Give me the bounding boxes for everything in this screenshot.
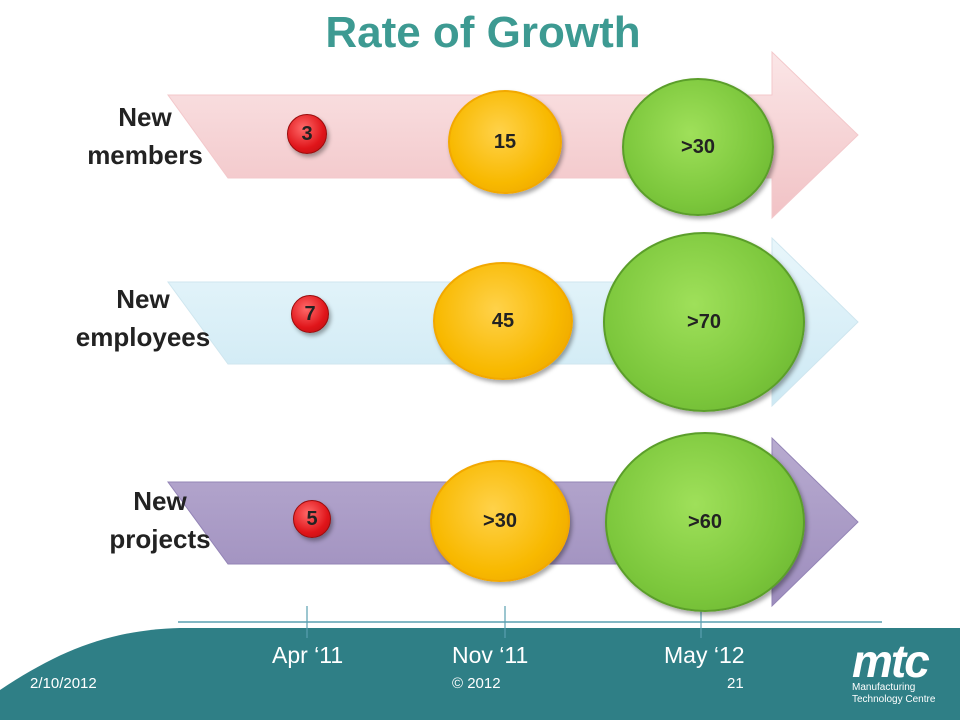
slide-title: Rate of Growth — [325, 8, 641, 57]
employees-nov-bubble: 45 — [433, 262, 573, 380]
projects-apr-bubble: 5 — [293, 500, 331, 538]
employees-may-bubble: >70 — [603, 232, 805, 412]
employees-apr-bubble: 7 — [291, 295, 329, 333]
row-label-line: New — [133, 486, 187, 516]
timeline-label-apr: Apr ‘11 — [272, 642, 344, 668]
projects-nov-bubble: >30 — [430, 460, 570, 582]
members-apr-bubble: 3 — [287, 114, 327, 154]
row-label-employees: New employees — [53, 280, 233, 356]
footer-copyright: © 2012 — [452, 675, 501, 692]
timeline-label-nov: Nov ‘11 — [452, 642, 529, 668]
row-label-line: New — [118, 102, 172, 132]
footer-page-number: 21 — [727, 675, 744, 692]
row-label-projects: New projects — [70, 482, 250, 558]
mtc-logo-line1: Manufacturing — [852, 682, 916, 693]
row-label-line: employees — [75, 322, 211, 352]
members-nov-bubble: 15 — [448, 90, 562, 194]
row-label-members: New members — [55, 98, 235, 174]
row-label-line: projects — [109, 524, 211, 554]
footer-band — [0, 628, 960, 720]
mtc-logo-wordmark: mtc — [852, 635, 930, 687]
row-label-line: New — [116, 284, 170, 314]
mtc-logo: mtc Manufacturing Technology Centre — [852, 635, 952, 706]
members-may-bubble: >30 — [622, 78, 774, 216]
row-label-line: members — [87, 140, 203, 170]
projects-may-bubble: >60 — [605, 432, 805, 612]
mtc-logo-line2: Technology Centre — [852, 694, 936, 705]
timeline-label-may: May ‘12 — [664, 642, 745, 668]
footer-date: 2/10/2012 — [30, 675, 97, 692]
